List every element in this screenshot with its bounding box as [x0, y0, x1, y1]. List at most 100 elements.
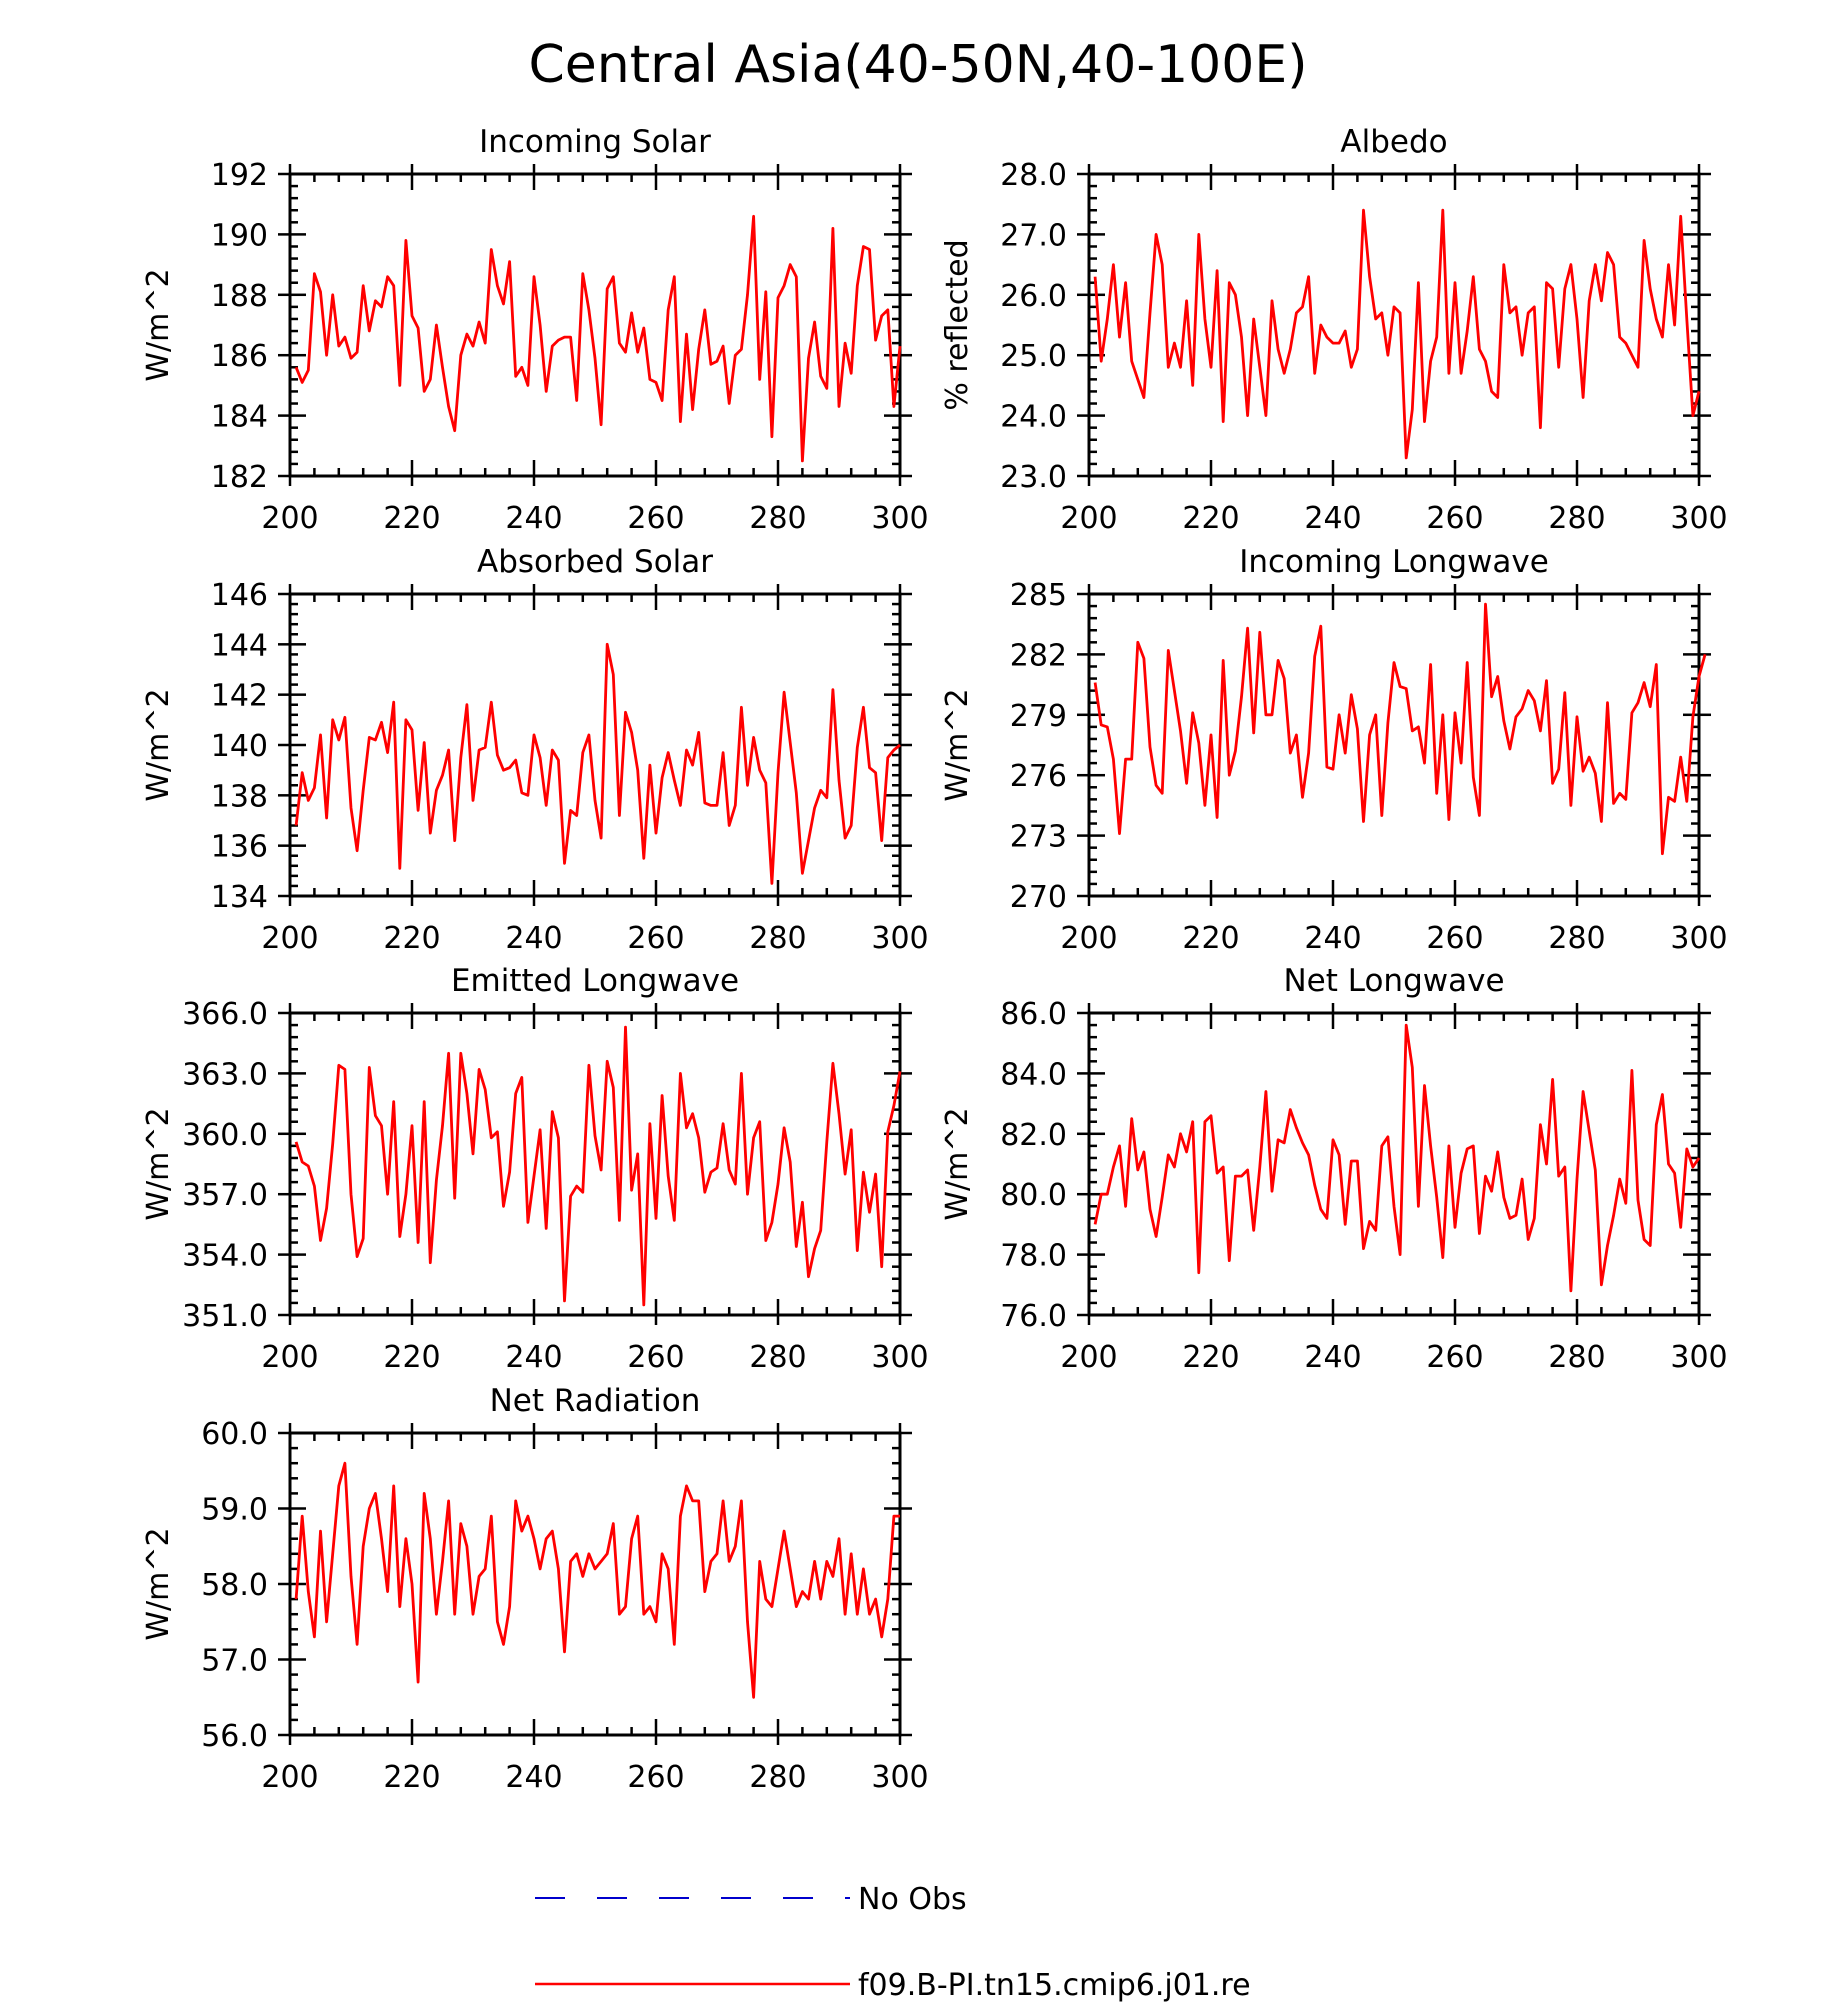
x-tick-label: 220 — [1182, 501, 1239, 536]
plot-frame — [288, 592, 902, 898]
x-tick-label: 260 — [1426, 921, 1483, 956]
x-tick-label: 260 — [627, 1760, 684, 1795]
legend-item-obs: No Obs — [535, 1882, 967, 1917]
x-tick-label: 280 — [1548, 921, 1605, 956]
y-tick-label: 357.0 — [182, 1178, 268, 1213]
y-tick-label: 59.0 — [201, 1493, 268, 1528]
y-axis-label: W/m^2 — [141, 1107, 176, 1220]
y-tick-label: 25.0 — [1000, 339, 1067, 374]
x-tick-label: 300 — [1670, 1340, 1727, 1375]
legend: No Obs f09.B-PI.tn15.cmip6.j01.re — [535, 1882, 1251, 2003]
x-tick-label: 280 — [1548, 501, 1605, 536]
x-tick-label: 240 — [505, 1760, 562, 1795]
plot-frame — [288, 1011, 902, 1317]
y-tick-label: 60.0 — [201, 1417, 268, 1452]
y-tick-label: 76.0 — [1000, 1299, 1067, 1334]
x-tick-label: 240 — [505, 921, 562, 956]
plot-frame — [1087, 592, 1701, 898]
y-axis-label: % reflected — [940, 239, 975, 410]
plot-frame — [288, 1431, 902, 1737]
x-tick-label: 260 — [1426, 501, 1483, 536]
panel-net-longwave: 200 220 240 260 280 300 76.0 78.0 80.0 82.0 84.0 86… — [940, 963, 1728, 1375]
panel-title: Albedo — [1340, 124, 1447, 160]
x-tick-label: 240 — [505, 501, 562, 536]
x-tick-label: 220 — [383, 501, 440, 536]
y-tick-label: 282 — [1010, 638, 1067, 673]
y-tick-label: 82.0 — [1000, 1118, 1067, 1153]
x-tick-label: 260 — [627, 921, 684, 956]
x-tick-label: 280 — [749, 1760, 806, 1795]
y-tick-label: 138 — [211, 779, 268, 814]
panels: 200 220 240 260 280 300 182 184 186 188 190 192 Inco… — [141, 124, 1728, 1795]
y-axis-label: W/m^2 — [141, 268, 176, 381]
x-tick-label: 300 — [1670, 921, 1727, 956]
x-tick-label: 260 — [627, 1340, 684, 1375]
panel-title: Incoming Longwave — [1239, 544, 1549, 580]
y-tick-label: 26.0 — [1000, 279, 1067, 314]
y-tick-label: 354.0 — [182, 1239, 268, 1274]
panel-title: Incoming Solar — [479, 124, 711, 160]
legend-item-model: f09.B-PI.tn15.cmip6.j01.re — [535, 1968, 1251, 2003]
y-tick-label: 57.0 — [201, 1644, 268, 1679]
panel-net-radiation: 200 220 240 260 280 300 56.0 57.0 58.0 59.0 60.0 Ne… — [141, 1383, 929, 1795]
y-tick-label: 58.0 — [201, 1568, 268, 1603]
series-line — [294, 1025, 902, 1307]
y-tick-label: 86.0 — [1000, 997, 1067, 1032]
panel-incoming-solar: 200 220 240 260 280 300 182 184 186 188 190 192 Inco… — [141, 124, 929, 536]
series-line — [1093, 208, 1701, 460]
series-line — [294, 1461, 900, 1699]
panel-albedo: 200 220 240 260 280 300 23.0 24.0 25.0 26.0 27.0 28… — [940, 124, 1728, 536]
x-tick-label: 300 — [1670, 501, 1727, 536]
y-tick-label: 144 — [211, 628, 268, 663]
y-tick-label: 270 — [1010, 880, 1067, 915]
x-tick-label: 200 — [261, 1340, 318, 1375]
legend-label: No Obs — [858, 1882, 967, 1917]
panel-title: Absorbed Solar — [477, 544, 713, 580]
y-tick-label: 273 — [1010, 820, 1067, 855]
x-tick-label: 280 — [1548, 1340, 1605, 1375]
x-tick-label: 300 — [871, 501, 928, 536]
plot-frame — [1087, 172, 1701, 478]
y-tick-label: 140 — [211, 729, 268, 764]
x-tick-label: 220 — [1182, 921, 1239, 956]
y-tick-label: 84.0 — [1000, 1057, 1067, 1092]
x-tick-label: 220 — [1182, 1340, 1239, 1375]
x-tick-label: 220 — [383, 921, 440, 956]
x-tick-label: 260 — [627, 501, 684, 536]
x-tick-label: 240 — [1304, 1340, 1361, 1375]
y-axis-label: W/m^2 — [141, 1527, 176, 1640]
y-tick-label: 56.0 — [201, 1719, 268, 1754]
x-tick-label: 280 — [749, 921, 806, 956]
plot-frame — [1087, 1011, 1701, 1317]
y-tick-label: 146 — [211, 578, 268, 613]
x-tick-label: 220 — [383, 1760, 440, 1795]
y-tick-label: 351.0 — [182, 1299, 268, 1334]
plot-frame — [288, 172, 902, 478]
x-tick-label: 240 — [505, 1340, 562, 1375]
y-tick-label: 23.0 — [1000, 460, 1067, 495]
x-tick-label: 280 — [749, 501, 806, 536]
x-tick-label: 200 — [261, 921, 318, 956]
x-tick-label: 300 — [871, 1340, 928, 1375]
y-axis-label: W/m^2 — [940, 1107, 975, 1220]
panel-emitted-longwave: 200 220 240 260 280 300 351.0 354.0 357.0 360.0 36… — [141, 963, 929, 1375]
figure-title: Central Asia(40-50N,40-100E) — [529, 35, 1308, 95]
x-tick-label: 240 — [1304, 921, 1361, 956]
y-tick-label: 279 — [1010, 699, 1067, 734]
panel-title: Net Longwave — [1283, 963, 1504, 999]
y-tick-label: 188 — [211, 279, 268, 314]
y-tick-label: 80.0 — [1000, 1178, 1067, 1213]
y-tick-label: 366.0 — [182, 997, 268, 1032]
series-line — [1093, 1023, 1701, 1293]
series-line — [1093, 602, 1707, 856]
y-tick-label: 182 — [211, 460, 268, 495]
y-tick-label: 360.0 — [182, 1118, 268, 1153]
x-tick-label: 300 — [871, 1760, 928, 1795]
y-tick-label: 142 — [211, 679, 268, 714]
legend-label: f09.B-PI.tn15.cmip6.j01.re — [858, 1968, 1251, 2003]
series-line — [294, 214, 902, 463]
y-tick-label: 190 — [211, 218, 268, 253]
y-tick-label: 363.0 — [182, 1057, 268, 1092]
y-tick-label: 28.0 — [1000, 158, 1067, 193]
y-tick-label: 276 — [1010, 759, 1067, 794]
